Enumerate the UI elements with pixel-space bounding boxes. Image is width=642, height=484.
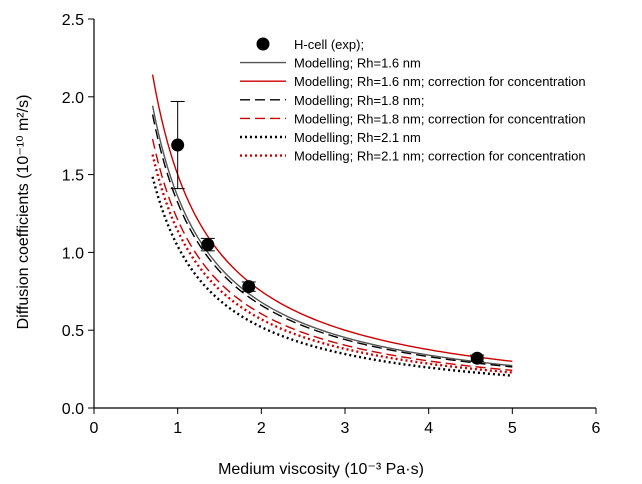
experimental-points xyxy=(170,100,485,365)
series-line-6 xyxy=(151,154,513,374)
legend-label: Modelling; Rh=1.8 nm; correction for con… xyxy=(294,111,586,126)
legend-label: Modelling; Rh=1.6 nm; correction for con… xyxy=(294,74,586,89)
x-tick-label: 0 xyxy=(90,420,99,437)
x-tick-label: 2 xyxy=(257,420,266,437)
x-tick-label: 1 xyxy=(173,420,182,437)
y-tick-label: 2.0 xyxy=(62,90,84,107)
y-tick-label: 1.5 xyxy=(62,168,84,185)
x-tick-label: 3 xyxy=(341,420,350,437)
data-point xyxy=(171,138,185,152)
legend-label: Modelling; Rh=1.8 nm; xyxy=(294,93,424,108)
x-axis-title: Medium viscosity (10⁻³ Pa·s) xyxy=(218,461,424,478)
data-point xyxy=(470,351,484,365)
y-axis-title: Diffusion coefficients (10⁻¹⁰ m²/s) xyxy=(15,95,32,330)
legend-label: Modelling; Rh=2.1 nm; correction for con… xyxy=(294,149,586,164)
data-point xyxy=(242,280,256,294)
series-line-3 xyxy=(151,114,513,368)
legend-label: Modelling; Rh=2.1 nm xyxy=(294,130,421,145)
y-tick-label: 0.5 xyxy=(62,323,84,340)
x-tick-label: 4 xyxy=(424,420,433,437)
series-line-4 xyxy=(151,138,513,372)
legend-marker xyxy=(256,37,270,51)
y-tick-label: 2.5 xyxy=(62,12,84,29)
y-tick-label: 0.0 xyxy=(62,401,84,418)
x-tick-label: 5 xyxy=(508,420,517,437)
legend-label: Modelling; Rh=1.6 nm xyxy=(294,56,421,71)
series-line-1 xyxy=(151,105,513,367)
data-point xyxy=(201,238,215,252)
y-tick-label: 1.0 xyxy=(62,245,84,262)
axes: 0 1 2 3 4 5 6 0.0 0.5 1.0 1.5 2.0 2.5 xyxy=(62,12,601,437)
x-tick-label: 6 xyxy=(592,420,601,437)
legend: H-cell (exp); Modelling; Rh=1.6 nm Modelli… xyxy=(240,37,586,164)
legend-label: H-cell (exp); xyxy=(294,37,364,52)
